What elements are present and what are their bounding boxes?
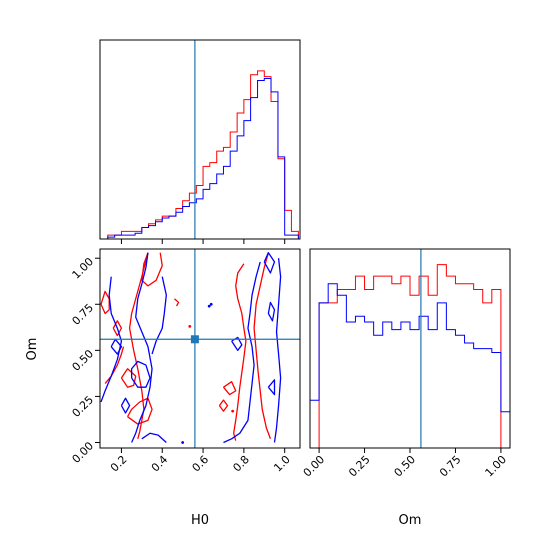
h0-om-contour-panel: 0.2 0.4 0.6 0.8 1.0 0.00 0.25 0.50 0.75 1.00 [70, 248, 301, 475]
contour-red-9 [222, 381, 237, 396]
x-axis-label-h0: H0 [191, 513, 209, 528]
joint-ytick-0-label: 0.00 [70, 439, 97, 466]
om-hist-blue [309, 283, 511, 448]
joint-frame [99, 248, 301, 449]
contour-dot-blue-1 [181, 441, 185, 444]
om-hist-red [310, 264, 510, 449]
contour-blue-3 [130, 360, 151, 388]
y-axis-label-om: Om [25, 338, 40, 361]
contour-red-5 [100, 290, 110, 315]
contour-blue-0 [100, 276, 123, 403]
contour-blue-1 [131, 252, 153, 443]
contour-dot-red-1 [231, 409, 235, 413]
x-axis-label-om: Om [399, 513, 422, 528]
contour-red-2 [141, 252, 163, 287]
om-xtick-4-label: 1.00 [483, 453, 510, 480]
h0-histogram-panel [99, 39, 301, 244]
om-histogram-panel: 0.00 0.25 0.50 0.75 1.00 [301, 248, 511, 480]
joint-ytick-3-label: 0.75 [70, 301, 97, 328]
joint-truth-marker [190, 335, 199, 344]
joint-xtick-4-label: 1.0 [271, 453, 293, 475]
om-xtick-0-label: 0.00 [301, 453, 328, 480]
contour-red-11 [174, 298, 180, 307]
contour-blue-10 [263, 252, 276, 274]
contour-red-7 [253, 252, 272, 440]
contour-blue-11 [267, 301, 276, 322]
contour-blue-5 [110, 338, 123, 355]
contour-blue-6 [120, 397, 131, 414]
contour-red-1 [128, 252, 149, 439]
contour-dot-blue-2 [209, 302, 213, 306]
joint-ytick-4-label: 1.00 [70, 255, 97, 282]
contour-blue-7 [273, 258, 282, 443]
h0-hist-frame [99, 39, 301, 240]
contour-red-4 [120, 368, 137, 388]
joint-xtick-3-label: 0.8 [230, 453, 252, 475]
joint-contours [100, 252, 282, 444]
contour-blue-9 [231, 336, 243, 351]
contour-blue-8 [223, 261, 261, 444]
contour-red-10 [218, 399, 229, 412]
joint-xtick-0-label: 0.2 [108, 453, 130, 475]
joint-ytick-1-label: 0.25 [70, 393, 97, 420]
h0-hist-blue [101, 78, 299, 240]
contour-dot-red-0 [188, 324, 192, 328]
joint-xtick-1-label: 0.4 [149, 453, 171, 475]
joint-xtick-2-label: 0.6 [190, 453, 212, 475]
contour-red-8 [233, 263, 247, 441]
contour-blue-2 [151, 276, 167, 355]
contour-dot-blue-0 [207, 304, 211, 308]
contour-red-0 [104, 346, 125, 384]
om-xtick-3-label: 0.75 [437, 453, 464, 480]
joint-ytick-2-label: 0.50 [70, 347, 97, 374]
h0-hist-red [101, 70, 299, 240]
contour-blue-4 [141, 432, 167, 443]
om-xtick-2-label: 0.50 [392, 453, 419, 480]
om-xtick-1-label: 0.25 [346, 453, 373, 480]
contour-blue-12 [267, 379, 276, 396]
